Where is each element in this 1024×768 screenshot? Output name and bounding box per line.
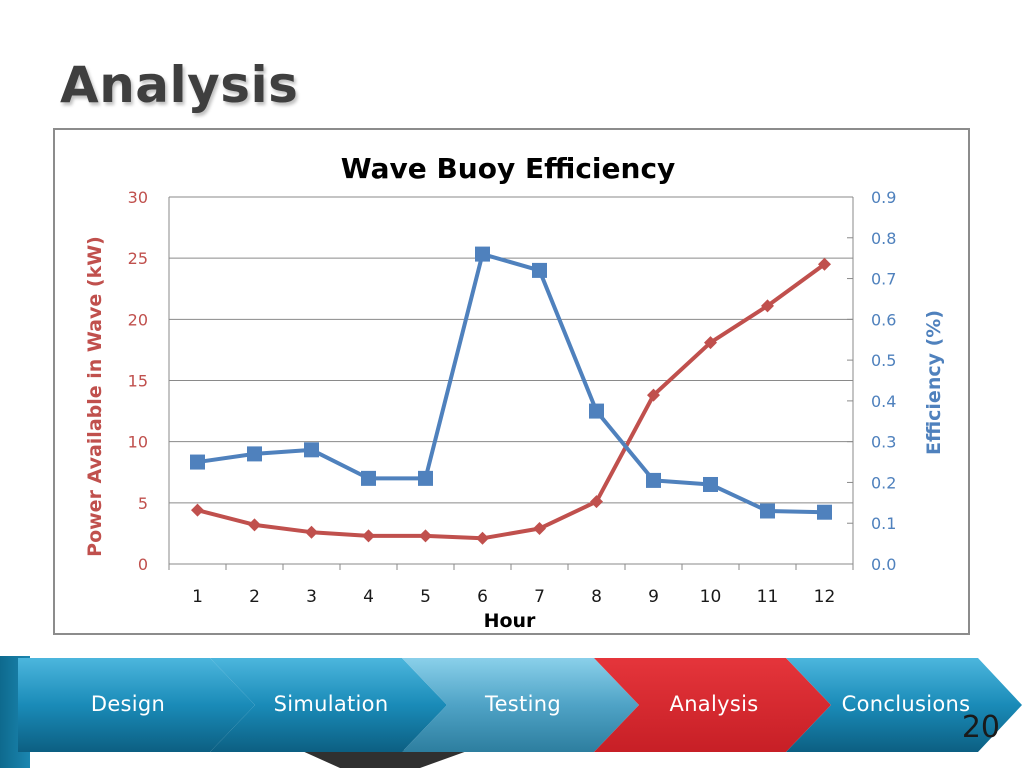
efficiency-point xyxy=(190,454,205,470)
y-right-axis-label: Efficiency (%) xyxy=(923,310,945,455)
nav-step-testing-shape[interactable] xyxy=(402,658,639,752)
y-left-tick-label: 15 xyxy=(128,372,148,391)
nav-step-design-shape[interactable] xyxy=(18,658,255,752)
y-right-tick-label: 0.7 xyxy=(871,270,896,289)
series-left-line xyxy=(197,262,826,541)
nav-step-analysis-shape[interactable] xyxy=(594,658,831,752)
y-right-tick-label: 0.1 xyxy=(871,514,896,533)
y-right-tick-label: 0.4 xyxy=(871,392,896,411)
nav-step-testing[interactable]: Testing xyxy=(485,692,561,716)
x-tick-label: 2 xyxy=(249,587,260,607)
page-number: 20 xyxy=(961,710,1000,745)
chart-title: Wave Buoy Efficiency xyxy=(341,152,676,185)
y-left-tick-label: 20 xyxy=(128,310,148,329)
y-right-tick-label: 0.8 xyxy=(871,229,896,248)
power-point xyxy=(419,529,432,543)
chart-frame: 0 5 10 15 20 25 30 0.0 0.1 0.2 0.3 0.4 0.5 0.6 0.7 0.8 0… xyxy=(53,128,970,635)
y-left-tick-label: 25 xyxy=(128,249,148,268)
nav-step-conclusions[interactable]: Conclusions xyxy=(841,692,971,716)
efficiency-point xyxy=(247,446,262,462)
efficiency-point xyxy=(760,503,775,519)
x-tick-label: 1 xyxy=(192,587,203,607)
x-tick-label: 8 xyxy=(591,587,602,607)
efficiency-point xyxy=(589,403,604,419)
x-axis-label: Hour xyxy=(484,610,536,632)
slide-title: Analysis xyxy=(60,56,299,114)
x-tick-label: 10 xyxy=(700,587,722,607)
y-right-tick-label: 0.6 xyxy=(871,310,896,329)
y-right-tick-label: 0.9 xyxy=(871,188,896,207)
efficiency-point xyxy=(475,246,490,262)
x-tick-label: 4 xyxy=(363,587,374,607)
nav-step-simulation[interactable]: Simulation xyxy=(273,692,389,716)
efficiency-point xyxy=(304,442,319,458)
power-point xyxy=(305,525,318,539)
power-point xyxy=(248,518,261,532)
efficiency-point xyxy=(817,504,832,520)
efficiency-point xyxy=(361,470,376,486)
x-tick-label: 5 xyxy=(420,587,431,607)
power-point xyxy=(647,388,660,402)
power-point xyxy=(704,336,717,350)
y-right-tick-label: 0.5 xyxy=(871,351,896,370)
efficiency-point xyxy=(418,470,433,486)
x-tick-label: 9 xyxy=(648,587,659,607)
y-left-axis-label: Power Available in Wave (kW) xyxy=(84,236,106,557)
y-left-tick-label: 0 xyxy=(138,555,148,574)
x-tick-label: 11 xyxy=(757,587,779,607)
power-point xyxy=(761,299,774,313)
section-navigation xyxy=(0,656,1024,768)
power-point xyxy=(818,257,831,271)
power-point xyxy=(533,522,546,536)
nav-step-analysis[interactable]: Analysis xyxy=(669,692,759,716)
efficiency-point xyxy=(646,472,661,488)
y-left-tick-label: 10 xyxy=(128,433,148,452)
series-right-line xyxy=(197,252,825,515)
efficiency-point xyxy=(532,262,547,278)
efficiency-point xyxy=(703,476,718,492)
wave-buoy-efficiency-chart: 0510152025300.00.10.20.30.40.50.60.70.80… xyxy=(84,152,945,632)
power-point xyxy=(191,503,204,517)
nav-chevron-bar xyxy=(0,656,1022,768)
nav-step-design[interactable]: Design xyxy=(90,692,166,716)
y-right-tick-label: 0.0 xyxy=(871,555,896,574)
nav-step-conclusions-shape[interactable] xyxy=(786,658,1022,752)
y-left-tick-label: 5 xyxy=(138,494,148,513)
x-tick-label: 12 xyxy=(814,587,836,607)
y-right-tick-label: 0.2 xyxy=(871,473,896,492)
y-right-tick-label: 0.3 xyxy=(871,433,896,452)
nav-step-simulation-shape[interactable] xyxy=(210,658,447,752)
power-point xyxy=(590,495,603,509)
x-tick-label: 7 xyxy=(534,587,545,607)
power-point xyxy=(476,531,489,545)
y-left-tick-label: 30 xyxy=(128,188,148,207)
x-tick-label: 6 xyxy=(477,587,488,607)
power-point xyxy=(362,529,375,543)
x-tick-label: 3 xyxy=(306,587,317,607)
